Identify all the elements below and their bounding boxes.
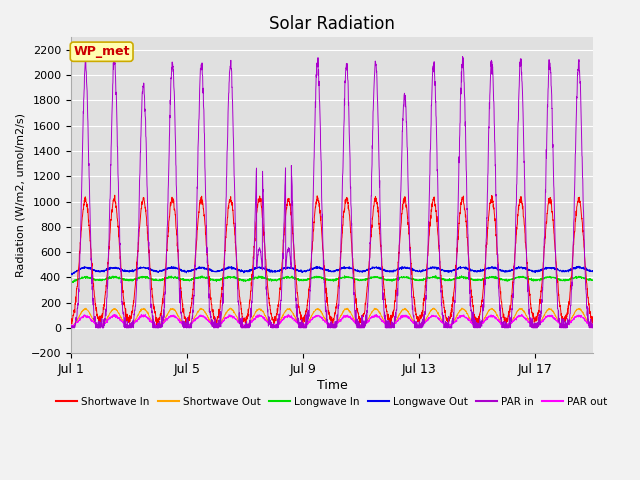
Legend: Shortwave In, Shortwave Out, Longwave In, Longwave Out, PAR in, PAR out: Shortwave In, Shortwave Out, Longwave In… [52,393,612,411]
Y-axis label: Radiation (W/m2, umol/m2/s): Radiation (W/m2, umol/m2/s) [15,113,25,277]
Title: Solar Radiation: Solar Radiation [269,15,395,33]
Text: WP_met: WP_met [74,45,130,58]
X-axis label: Time: Time [317,379,348,392]
